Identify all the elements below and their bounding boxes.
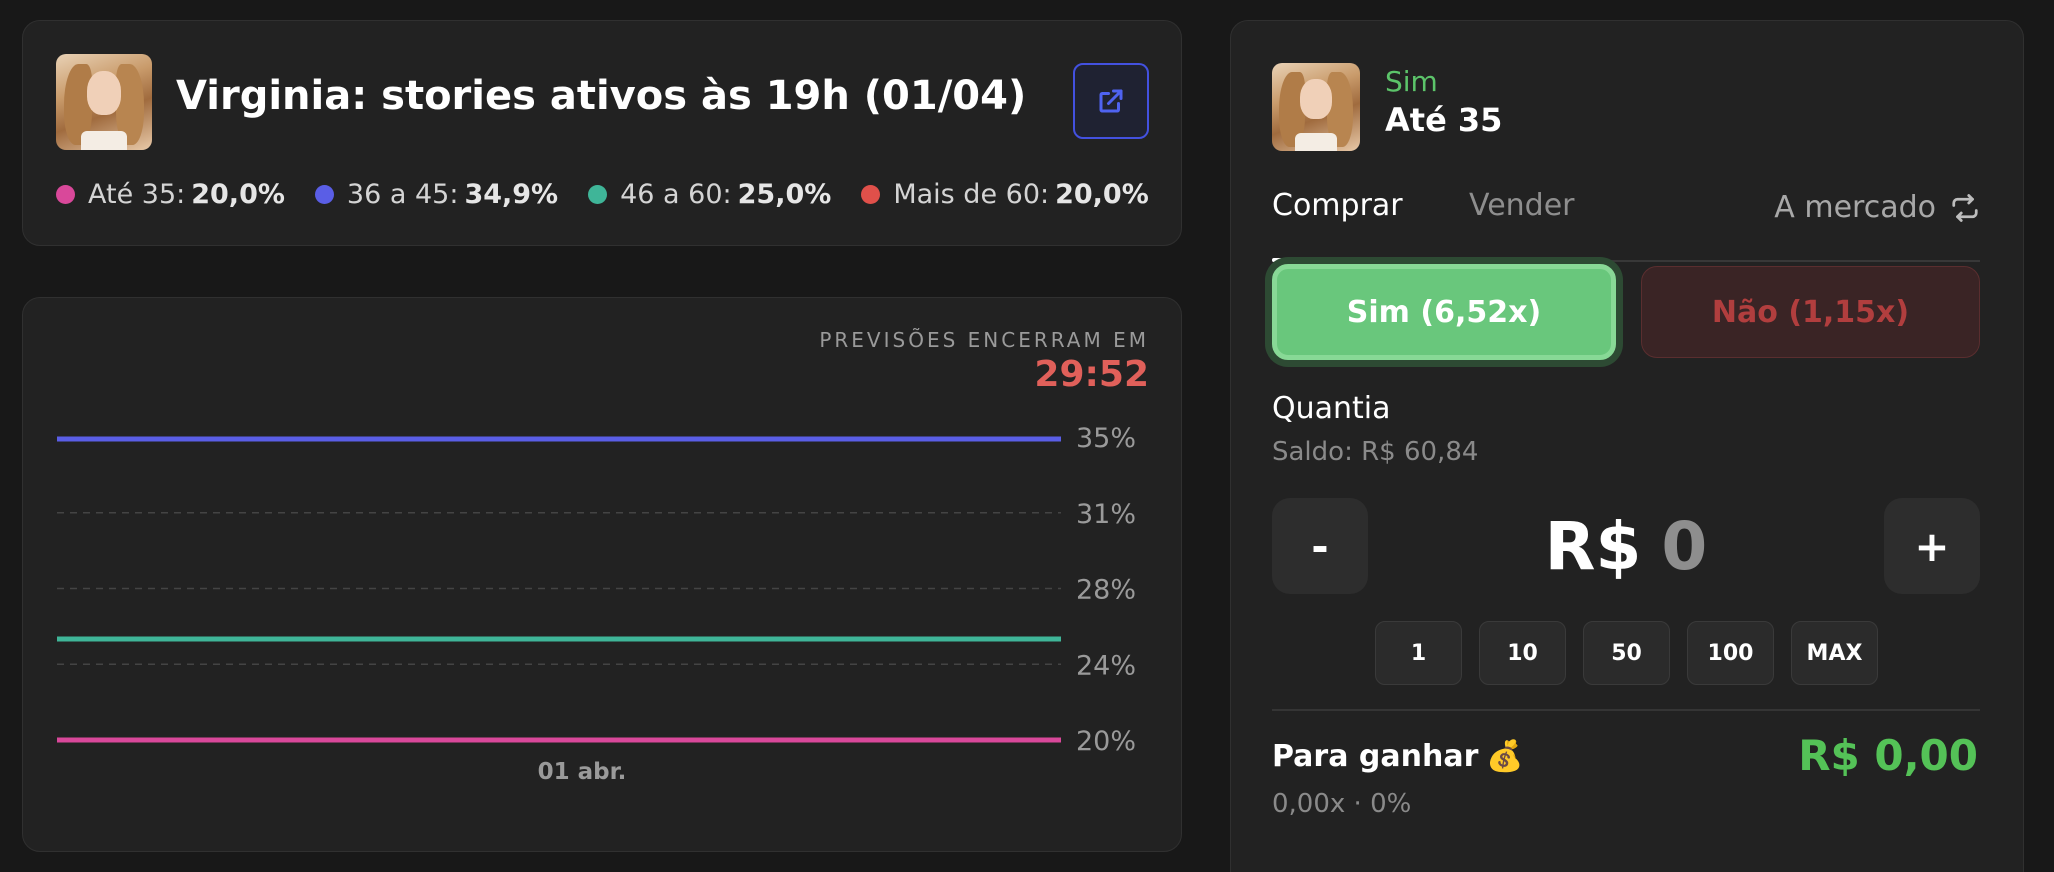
external-link-icon bbox=[1099, 89, 1123, 113]
x-tick-label: 01 abr. bbox=[538, 759, 627, 785]
selected-outcome: Até 35 bbox=[1385, 101, 1503, 139]
quick-amount-max[interactable]: MAX bbox=[1791, 621, 1878, 685]
yes-label: Sim bbox=[1346, 294, 1410, 330]
legend-dot bbox=[56, 185, 75, 204]
amount-currency: R$ bbox=[1544, 507, 1642, 585]
legend-value: 25,0% bbox=[737, 179, 832, 210]
no-label: Não bbox=[1711, 294, 1778, 330]
active-tab-indicator bbox=[1272, 258, 1405, 262]
tab-sell[interactable]: Vender bbox=[1469, 188, 1575, 223]
quick-amount-10[interactable]: 10 bbox=[1479, 621, 1566, 685]
outcome-legend: Até 35: 20,0% 36 a 45: 34,9% 46 a 60: 25… bbox=[56, 179, 1149, 210]
countdown-label: PREVISÕES ENCERRAM EM bbox=[819, 328, 1149, 352]
legend-label: 36 a 45: bbox=[346, 179, 459, 210]
tab-sell-label: Vender bbox=[1469, 188, 1575, 223]
legend-dot bbox=[861, 185, 881, 204]
potential-win-text: Para ganhar bbox=[1272, 739, 1479, 774]
legend-value: 20,0% bbox=[1055, 179, 1149, 210]
y-tick-label: 28% bbox=[1076, 575, 1136, 606]
amount-input[interactable]: R$ 0 bbox=[1368, 498, 1884, 594]
quick-amount-1[interactable]: 1 bbox=[1375, 621, 1462, 685]
tab-buy-label: Comprar bbox=[1272, 188, 1403, 223]
legend-label: Até 35: bbox=[88, 179, 186, 210]
money-bag-icon: 💰 bbox=[1486, 739, 1524, 774]
legend-dot bbox=[588, 185, 608, 204]
potential-win-value: R$ 0,00 bbox=[1798, 731, 1978, 780]
swap-icon bbox=[1952, 193, 1978, 222]
legend-value: 34,9% bbox=[464, 179, 559, 210]
legend-item-ate-35: Até 35: 20,0% bbox=[56, 179, 285, 210]
legend-value: 20,0% bbox=[191, 179, 285, 210]
legend-dot bbox=[314, 185, 334, 204]
external-link-button[interactable] bbox=[1073, 63, 1149, 139]
potential-win-label: Para ganhar 💰 bbox=[1272, 739, 1524, 774]
buy-yes-button[interactable]: Sim (6,52x) bbox=[1272, 264, 1616, 360]
balance-text: Saldo: R$ 60,84 bbox=[1272, 437, 1479, 467]
probability-chart: 35% 31% 28% 24% 20% 01 abr. bbox=[57, 423, 1136, 785]
tab-buy[interactable]: Comprar bbox=[1272, 188, 1403, 223]
y-tick-label: 24% bbox=[1076, 650, 1136, 681]
decrease-amount-button[interactable]: - bbox=[1272, 498, 1368, 594]
potential-win-multiplier: 0,00x · 0% bbox=[1272, 789, 1412, 819]
y-tick-label: 20% bbox=[1076, 726, 1136, 757]
trade-panel: Sim Até 35 Comprar Vender A mercado Sim … bbox=[1230, 20, 2024, 872]
trade-tabs: Comprar Vender A mercado bbox=[1272, 176, 1980, 262]
buy-no-button[interactable]: Não (1,15x) bbox=[1641, 266, 1980, 358]
quick-amount-50[interactable]: 50 bbox=[1583, 621, 1670, 685]
market-header-card: Virginia: stories ativos às 19h (01/04) … bbox=[22, 20, 1182, 246]
chart-card: 35% 31% 28% 24% 20% 01 abr. PREVISÕES ENCERRA… bbox=[22, 297, 1182, 852]
countdown-timer: 29:52 bbox=[1034, 354, 1149, 395]
amount-value: 0 bbox=[1661, 507, 1708, 585]
yes-odds: (6,52x) bbox=[1420, 294, 1542, 330]
y-tick-label: 35% bbox=[1076, 423, 1136, 454]
legend-item-46-60: 46 a 60: 25,0% bbox=[588, 179, 831, 210]
trade-avatar bbox=[1272, 63, 1360, 151]
increase-amount-button[interactable]: + bbox=[1884, 498, 1980, 594]
order-type-toggle[interactable]: A mercado bbox=[1774, 190, 1980, 225]
legend-label: 46 a 60: bbox=[620, 179, 732, 210]
order-type-label: A mercado bbox=[1774, 190, 1936, 225]
quick-amount-buttons: 1 10 50 100 MAX bbox=[1375, 621, 1878, 685]
market-avatar bbox=[56, 54, 152, 150]
selected-side: Sim bbox=[1385, 65, 1438, 98]
no-odds: (1,15x) bbox=[1788, 294, 1910, 330]
market-title: Virginia: stories ativos às 19h (01/04) bbox=[176, 73, 1027, 119]
y-tick-label: 31% bbox=[1076, 499, 1136, 530]
legend-label: Mais de 60: bbox=[893, 179, 1050, 210]
amount-label: Quantia bbox=[1272, 391, 1391, 426]
quick-amount-100[interactable]: 100 bbox=[1687, 621, 1774, 685]
legend-item-36-45: 36 a 45: 34,9% bbox=[314, 179, 559, 210]
legend-item-mais-60: Mais de 60: 20,0% bbox=[861, 179, 1149, 210]
divider bbox=[1272, 709, 1980, 711]
